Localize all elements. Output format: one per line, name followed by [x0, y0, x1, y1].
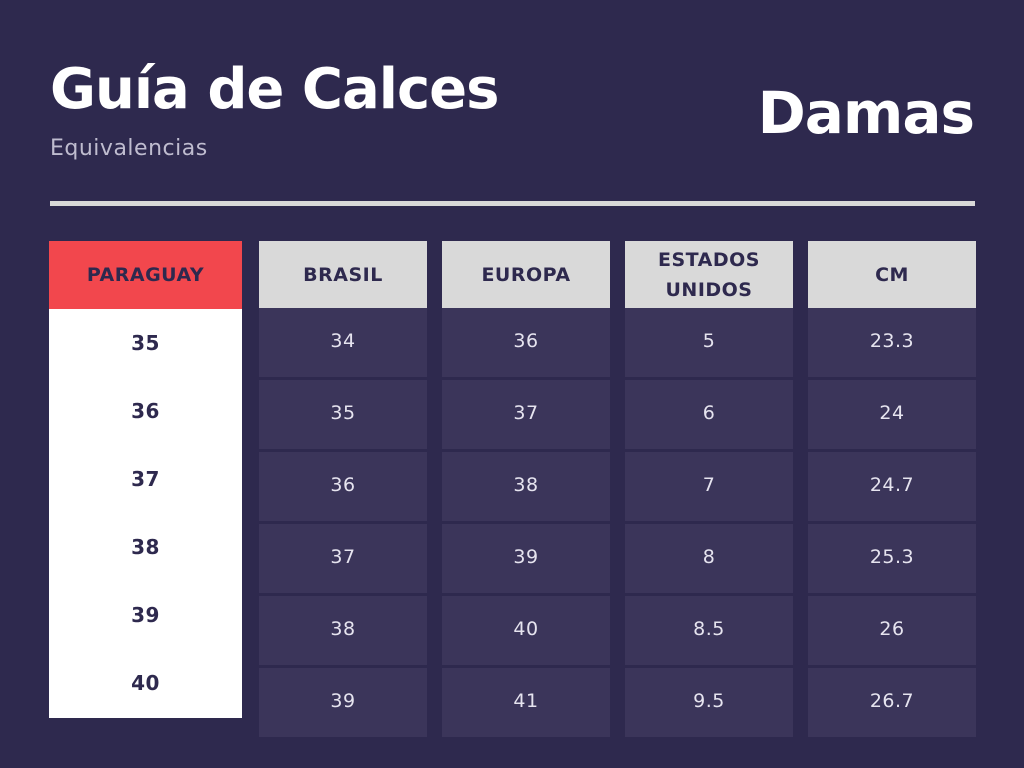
- table-cell: 38: [259, 596, 427, 668]
- column-body-estados-unidos: 5 6 7 8 8.5 9.5: [625, 308, 793, 737]
- column-europa: EUROPA 36 37 38 39 40 41: [442, 241, 610, 737]
- table-cell: 9.5: [693, 689, 725, 712]
- table-cell: 35: [259, 380, 427, 452]
- column-body-europa: 36 37 38 39 40 41: [442, 308, 610, 737]
- table-cell: 34: [259, 308, 427, 380]
- table-cell: 25.3: [808, 524, 976, 596]
- table-cell: 38: [131, 535, 160, 559]
- table-cell: 41: [513, 689, 539, 712]
- table-cell: 36: [259, 452, 427, 524]
- table-cell: 38: [442, 452, 610, 524]
- column-brasil: BRASIL 34 35 36 37 38 39: [259, 241, 427, 737]
- table-cell: 26.7: [869, 689, 915, 712]
- column-header-europa: EUROPA: [442, 241, 610, 308]
- table-cell: 8: [625, 524, 793, 596]
- column-body-paraguay: 35 36 37 38 39 40: [49, 309, 242, 718]
- column-header-paraguay: PARAGUAY: [49, 241, 242, 309]
- table-cell: 36: [131, 399, 160, 423]
- table-cell: 40: [442, 596, 610, 668]
- table-cell: 39: [442, 524, 610, 596]
- table-cell: 37: [259, 524, 427, 596]
- table-cell: 37: [131, 467, 160, 491]
- page-subtitle: Equivalencias: [50, 136, 208, 161]
- category-title: Damas: [757, 79, 975, 147]
- column-paraguay: PARAGUAY 35 36 37 38 39 40: [49, 241, 242, 718]
- column-estados-unidos: ESTADOS UNIDOS 5 6 7 8 8.5 9.5: [625, 241, 793, 737]
- table-cell: 40: [131, 671, 160, 695]
- table-cell: 24.7: [808, 452, 976, 524]
- table-cell: 26: [808, 596, 976, 668]
- table-cell: 24: [808, 380, 976, 452]
- table-cell: 8.5: [625, 596, 793, 668]
- column-cm: CM 23.3 24 24.7 25.3 26 26.7: [808, 241, 976, 737]
- table-cell: 37: [442, 380, 610, 452]
- table-cell: 35: [131, 331, 160, 355]
- table-cell: 36: [442, 308, 610, 380]
- column-body-cm: 23.3 24 24.7 25.3 26 26.7: [808, 308, 976, 737]
- column-header-cm: CM: [808, 241, 976, 308]
- table-cell: 39: [131, 603, 160, 627]
- table-cell: 39: [330, 689, 356, 712]
- table-cell: 5: [625, 308, 793, 380]
- header-divider: [50, 201, 975, 206]
- column-body-brasil: 34 35 36 37 38 39: [259, 308, 427, 737]
- table-cell: 23.3: [808, 308, 976, 380]
- table-cell: 6: [625, 380, 793, 452]
- column-header-estados-unidos: ESTADOS UNIDOS: [625, 241, 793, 308]
- table-cell: 7: [625, 452, 793, 524]
- column-header-brasil: BRASIL: [259, 241, 427, 308]
- page-title: Guía de Calces: [50, 57, 499, 122]
